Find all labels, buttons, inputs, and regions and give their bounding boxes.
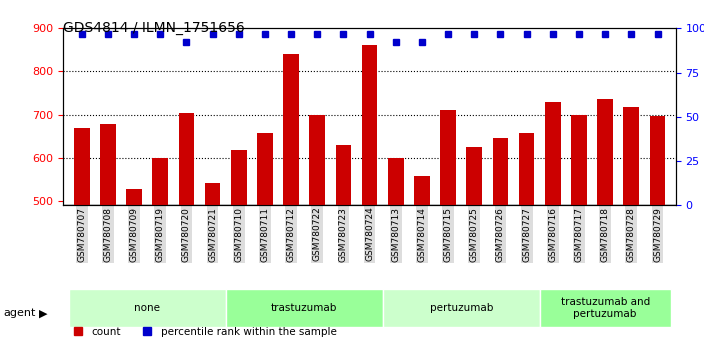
FancyBboxPatch shape [226,289,383,327]
Bar [152,158,168,354]
Bar [336,145,351,354]
Bar [545,102,560,354]
Bar [126,189,142,354]
Bar [362,45,377,354]
FancyBboxPatch shape [540,289,671,327]
Text: trastuzumab: trastuzumab [271,303,337,313]
Legend: count, percentile rank within the sample: count, percentile rank within the sample [68,323,341,341]
Text: GDS4814 / ILMN_1751656: GDS4814 / ILMN_1751656 [63,21,245,35]
Bar [205,183,220,354]
Bar [650,116,665,354]
Bar [597,99,613,354]
Text: pertuzumab: pertuzumab [429,303,493,313]
Bar [231,150,246,354]
Bar [440,110,456,354]
Text: trastuzumab and
pertuzumab: trastuzumab and pertuzumab [560,297,650,319]
Bar [414,176,430,354]
Text: none: none [134,303,160,313]
Bar [519,133,534,354]
Bar [74,127,89,354]
Bar [493,138,508,354]
FancyBboxPatch shape [68,289,226,327]
Bar [571,115,587,354]
Bar [283,54,299,354]
Bar [257,133,272,354]
Bar [179,113,194,354]
Bar [388,158,403,354]
Text: ▶: ▶ [39,308,47,318]
Bar [100,124,115,354]
Bar [467,147,482,354]
Bar [309,115,325,354]
Bar [624,107,639,354]
Text: agent: agent [4,308,36,318]
FancyBboxPatch shape [383,289,540,327]
